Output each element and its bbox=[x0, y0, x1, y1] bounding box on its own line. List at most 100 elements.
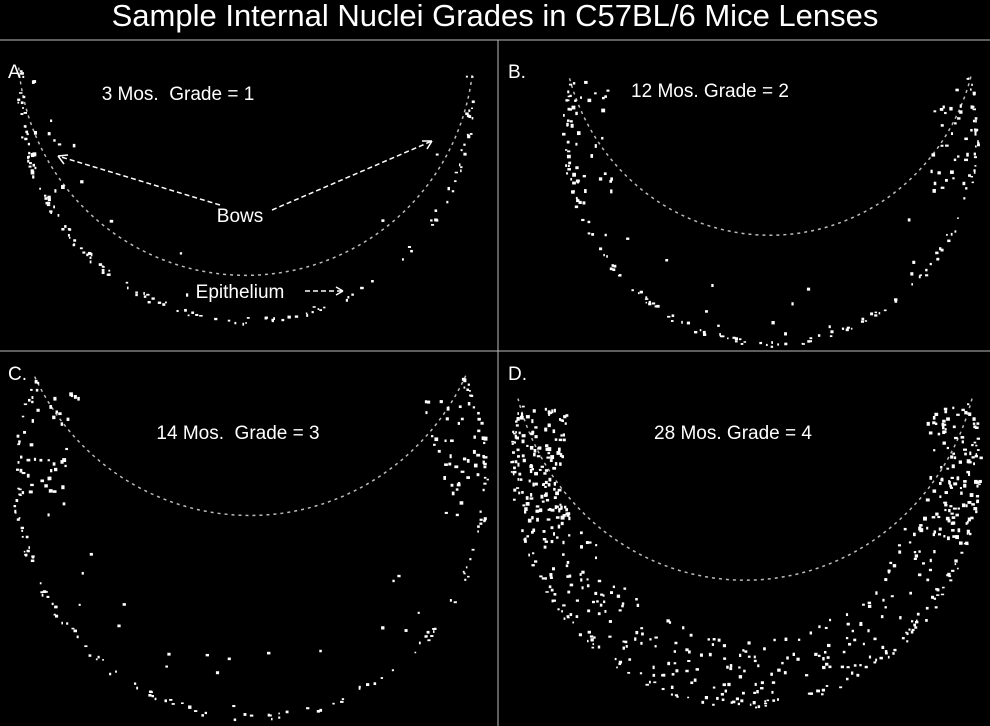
nucleus-speck bbox=[17, 98, 21, 101]
nucleus-speck bbox=[544, 427, 548, 432]
nucleus-speck bbox=[23, 125, 27, 128]
nucleus-speck bbox=[671, 314, 675, 317]
nucleus-speck bbox=[943, 501, 948, 504]
nucleus-speck bbox=[587, 639, 589, 643]
nucleus-speck bbox=[245, 322, 247, 324]
nucleus-speck bbox=[531, 419, 534, 424]
nucleus-speck bbox=[332, 702, 335, 705]
nucleus-speck bbox=[625, 645, 628, 648]
nucleus-speck bbox=[23, 111, 28, 114]
nucleus-speck bbox=[914, 620, 919, 624]
nucleus-speck bbox=[25, 535, 29, 539]
nucleus-speck bbox=[108, 269, 111, 272]
nucleus-speck bbox=[53, 613, 56, 616]
nucleus-speck bbox=[693, 678, 697, 682]
nucleus-speck bbox=[712, 686, 716, 689]
nucleus-speck bbox=[23, 403, 28, 406]
nucleus-speck bbox=[945, 516, 950, 521]
nucleus-speck bbox=[884, 650, 888, 653]
nucleus-speck bbox=[562, 540, 565, 545]
nucleus-speck bbox=[566, 616, 570, 619]
nucleus-speck bbox=[53, 205, 55, 209]
nucleus-speck bbox=[576, 198, 579, 201]
nucleus-speck bbox=[215, 671, 220, 675]
nucleus-speck bbox=[584, 80, 588, 84]
nucleus-speck bbox=[603, 172, 607, 176]
nucleus-speck bbox=[233, 718, 237, 722]
nucleus-speck bbox=[673, 650, 677, 653]
nucleus-speck bbox=[967, 460, 972, 464]
nucleus-speck bbox=[668, 621, 672, 624]
nucleus-speck bbox=[591, 600, 595, 604]
nucleus-speck bbox=[727, 682, 731, 687]
nucleus-speck bbox=[594, 591, 598, 596]
nucleus-speck bbox=[935, 588, 939, 591]
nucleus-speck bbox=[526, 444, 529, 447]
nucleus-speck bbox=[973, 171, 976, 174]
nucleus-speck bbox=[21, 535, 24, 538]
nucleus-speck bbox=[665, 259, 669, 262]
nucleus-speck bbox=[957, 507, 960, 510]
nucleus-speck bbox=[970, 88, 972, 91]
nucleus-speck bbox=[27, 159, 30, 163]
nucleus-speck bbox=[36, 408, 40, 412]
nucleus-speck bbox=[17, 461, 20, 464]
nucleus-speck bbox=[165, 301, 167, 304]
nucleus-speck bbox=[147, 301, 151, 304]
nucleus-speck bbox=[648, 680, 651, 684]
nucleus-speck bbox=[979, 456, 983, 460]
nucleus-speck bbox=[473, 435, 476, 439]
nucleus-speck bbox=[947, 239, 951, 243]
nucleus-speck bbox=[469, 558, 472, 561]
nucleus-speck bbox=[911, 283, 914, 286]
nucleus-speck bbox=[974, 479, 978, 484]
nucleus-speck bbox=[555, 491, 559, 496]
nucleus-speck bbox=[933, 530, 937, 534]
nucleus-speck bbox=[477, 417, 481, 421]
nucleus-speck bbox=[933, 449, 936, 452]
nucleus-speck bbox=[525, 496, 529, 500]
nucleus-speck bbox=[676, 695, 679, 698]
nucleus-speck bbox=[311, 311, 314, 314]
nucleus-speck bbox=[949, 505, 953, 508]
nucleus-speck bbox=[608, 635, 612, 638]
nucleus-speck bbox=[52, 490, 57, 493]
nucleus-speck bbox=[360, 286, 364, 290]
nucleus-speck bbox=[515, 420, 518, 423]
nucleus-speck bbox=[46, 595, 50, 598]
nucleus-speck bbox=[747, 655, 751, 658]
nucleus-speck bbox=[430, 435, 434, 438]
nucleus-speck bbox=[933, 110, 937, 113]
nucleus-speck bbox=[957, 155, 960, 158]
lens-outline bbox=[568, 76, 972, 236]
nucleus-speck bbox=[954, 230, 957, 233]
nucleus-speck bbox=[661, 674, 664, 677]
nucleus-speck bbox=[515, 431, 517, 434]
nucleus-speck bbox=[556, 451, 561, 455]
nucleus-speck bbox=[151, 297, 155, 300]
nucleus-speck bbox=[306, 707, 310, 710]
nucleus-speck bbox=[465, 75, 468, 78]
nucleus-speck bbox=[444, 463, 448, 466]
nucleus-speck bbox=[961, 440, 964, 444]
nucleus-speck bbox=[575, 599, 580, 602]
nucleus-speck bbox=[135, 291, 138, 294]
nucleus-speck bbox=[165, 665, 169, 668]
nucleus-speck bbox=[943, 535, 946, 538]
nucleus-speck bbox=[512, 430, 515, 434]
nucleus-speck bbox=[64, 464, 67, 468]
nucleus-speck bbox=[933, 597, 937, 600]
nucleus-speck bbox=[934, 606, 938, 609]
nucleus-speck bbox=[47, 132, 51, 136]
nucleus-speck bbox=[942, 419, 946, 423]
nucleus-speck bbox=[41, 593, 44, 597]
nucleus-speck bbox=[21, 72, 24, 75]
nucleus-speck bbox=[540, 465, 544, 468]
nucleus-speck bbox=[618, 662, 622, 666]
nucleus-speck bbox=[512, 473, 515, 476]
nucleus-speck bbox=[826, 656, 830, 659]
nucleus-speck bbox=[744, 650, 748, 653]
nucleus-speck bbox=[953, 456, 957, 460]
nucleus-speck bbox=[929, 262, 932, 266]
nucleus-speck bbox=[513, 432, 516, 435]
